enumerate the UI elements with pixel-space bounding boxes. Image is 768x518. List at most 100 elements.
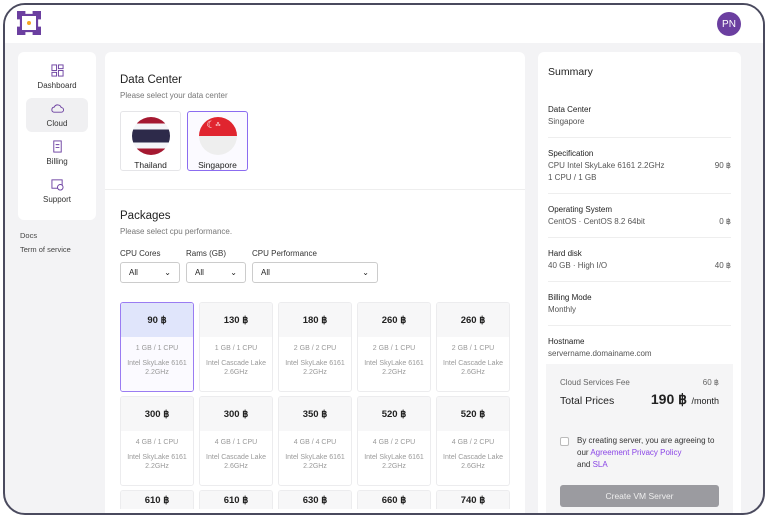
package-card[interactable]: 610 ฿ [120, 490, 194, 509]
sidebar-item-support[interactable]: Support [26, 174, 88, 208]
support-icon [50, 178, 64, 195]
package-spec: 4 GB / 2 CPU [372, 439, 416, 446]
package-cpu: Intel SkyLake 6161 [285, 453, 345, 461]
package-price: 180 ฿ [279, 303, 351, 337]
package-spec: 2 GB / 1 CPU [451, 345, 495, 352]
package-card[interactable]: 660 ฿ [357, 490, 431, 509]
agree-text: By creating server, you are agreeing to … [577, 436, 715, 457]
summary-section: Operating System CentOS · CentOS 8.2 64bi… [548, 204, 731, 238]
package-price: 260 ฿ [437, 303, 509, 337]
package-cpu: Intel SkyLake 6161 [364, 359, 424, 367]
package-spec: 4 GB / 4 CPU [293, 439, 337, 446]
package-spec: 4 GB / 1 CPU [135, 439, 179, 446]
header: PN [5, 5, 763, 43]
summary-value: 40 GB · High I/O [548, 261, 608, 270]
main-panel: Data Center Please select your data cent… [105, 52, 525, 513]
summary-panel: Summary Data Center Singapore Specificatio… [538, 52, 741, 513]
package-card[interactable]: 130 ฿ 1 GB / 1 CPU Intel Cascade Lake 2.6GH… [199, 302, 273, 392]
datacenter-title: Data Center [120, 74, 183, 86]
select-value: All [261, 268, 270, 277]
package-spec: 1 GB / 1 CPU [135, 345, 179, 352]
agree-checkbox[interactable] [560, 437, 569, 446]
summary-section-title: Hostname [548, 337, 585, 346]
package-ghz: 2.6GHz [224, 463, 248, 470]
filter-label: CPU Cores [120, 249, 161, 258]
sla-link[interactable]: SLA [592, 460, 608, 469]
summary-price: 0 ฿ [719, 217, 731, 226]
cpu-cores-filter: CPU Cores All ⌄ [120, 249, 180, 283]
agree-and: and [577, 460, 591, 469]
select-value: All [195, 268, 204, 277]
summary-section-title: Hard disk [548, 249, 582, 258]
summary-section-title: Specification [548, 149, 594, 158]
package-card[interactable]: 300 ฿ 4 GB / 1 CPU Intel Cascade Lake 2.6GH… [199, 396, 273, 486]
cpu-cores-select[interactable]: All ⌄ [120, 262, 180, 283]
package-card[interactable]: 520 ฿ 4 GB / 2 CPU Intel SkyLake 6161 2.2GH… [357, 396, 431, 486]
thailand-flag-icon [131, 117, 170, 155]
sidebar-item-label: Billing [46, 157, 68, 166]
package-ghz: 2.2GHz [303, 369, 327, 376]
package-card[interactable]: 180 ฿ 2 GB / 2 CPU Intel SkyLake 6161 2.2GH… [278, 302, 352, 392]
billing-icon [51, 140, 64, 157]
divider [105, 189, 525, 190]
package-grid: 90 ฿ 1 GB / 1 CPU Intel SkyLake 6161 2.2GHz… [120, 302, 510, 509]
package-card[interactable]: 90 ฿ 1 GB / 1 CPU Intel SkyLake 6161 2.2GHz [120, 302, 194, 392]
select-value: All [129, 268, 138, 277]
sidebar-item-dashboard[interactable]: Dashboard [26, 60, 88, 94]
summary-value: Singapore [548, 117, 585, 126]
package-ghz: 2.2GHz [382, 463, 406, 470]
rams-filter: Rams (GB) All ⌄ [186, 249, 246, 283]
package-price: 630 ฿ [279, 491, 351, 509]
create-vm-button[interactable]: Create VM Server [560, 485, 719, 507]
sidebar-item-billing[interactable]: Billing [26, 136, 88, 170]
docs-link[interactable]: Docs [20, 231, 38, 240]
package-spec: 1 GB / 1 CPU [214, 345, 258, 352]
summary-section: Specification CPU Intel SkyLake 6161 2.2G… [548, 148, 731, 194]
datacenter-option-singapore[interactable]: ☾ ⁂ Singapore [187, 111, 248, 171]
datacenter-option-thailand[interactable]: Thailand [120, 111, 181, 171]
package-price: 300 ฿ [121, 397, 193, 431]
avatar[interactable]: PN [717, 12, 741, 36]
sidebar-item-cloud[interactable]: Cloud [26, 98, 88, 132]
sidebar-item-label: Support [42, 195, 72, 204]
summary-section: Billing Mode Monthly [548, 292, 731, 326]
package-cpu: Intel Cascade Lake [206, 453, 266, 461]
package-card[interactable]: 300 ฿ 4 GB / 1 CPU Intel SkyLake 6161 2.2GH… [120, 396, 194, 486]
summary-section: Hard disk 40 GB · High I/O 40 ฿ [548, 248, 731, 282]
package-spec: 4 GB / 1 CPU [214, 439, 258, 446]
package-card[interactable]: 740 ฿ [436, 490, 510, 509]
package-card[interactable]: 260 ฿ 2 GB / 1 CPU Intel SkyLake 6161 2.2GH… [357, 302, 431, 392]
package-cpu: Intel SkyLake 6161 [364, 453, 424, 461]
package-price: 130 ฿ [200, 303, 272, 337]
datacenter-label: Thailand [134, 160, 167, 170]
filter-label: CPU Performance [252, 249, 317, 258]
package-card[interactable]: 260 ฿ 2 GB / 1 CPU Intel Cascade Lake 2.6GH… [436, 302, 510, 392]
package-card[interactable]: 630 ฿ [278, 490, 352, 509]
datacenter-label: Singapore [198, 160, 237, 170]
sidebar: Dashboard Cloud Billing Support [18, 52, 96, 220]
privacy-policy-link[interactable]: Agreement Privacy Policy [590, 448, 682, 457]
package-ghz: 2.2GHz [145, 463, 169, 470]
package-ghz: 2.6GHz [224, 369, 248, 376]
package-card[interactable]: 520 ฿ 4 GB / 2 CPU Intel Cascade Lake 2.6GH… [436, 396, 510, 486]
summary-price: 40 ฿ [714, 261, 731, 270]
packages-title: Packages [120, 210, 171, 222]
package-card[interactable]: 610 ฿ [199, 490, 273, 509]
package-ghz: 2.2GHz [303, 463, 327, 470]
package-spec: 2 GB / 1 CPU [372, 345, 416, 352]
cpu-performance-select[interactable]: All ⌄ [252, 262, 378, 283]
cloud-icon [50, 102, 64, 119]
package-card[interactable]: 350 ฿ 4 GB / 4 CPU Intel SkyLake 6161 2.2GH… [278, 396, 352, 486]
terms-link[interactable]: Term of service [20, 245, 71, 254]
sidebar-links: Docs Term of service [20, 229, 71, 257]
sidebar-item-label: Dashboard [37, 81, 77, 90]
packages-subtitle: Please select cpu performance. [120, 227, 233, 236]
package-price: 90 ฿ [121, 303, 193, 337]
package-ghz: 2.2GHz [382, 369, 406, 376]
fee-value: 60 ฿ [702, 378, 719, 387]
package-cpu: Intel Cascade Lake [443, 453, 503, 461]
package-price: 520 ฿ [358, 397, 430, 431]
total-period: /month [691, 396, 719, 406]
singapore-flag-icon: ☾ ⁂ [198, 117, 237, 155]
rams-select[interactable]: All ⌄ [186, 262, 246, 283]
